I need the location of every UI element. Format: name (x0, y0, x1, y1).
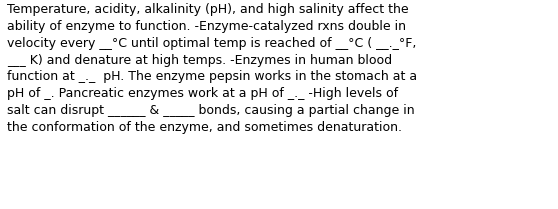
Text: Temperature, acidity, alkalinity (pH), and high salinity affect the
ability of e: Temperature, acidity, alkalinity (pH), a… (7, 3, 417, 134)
